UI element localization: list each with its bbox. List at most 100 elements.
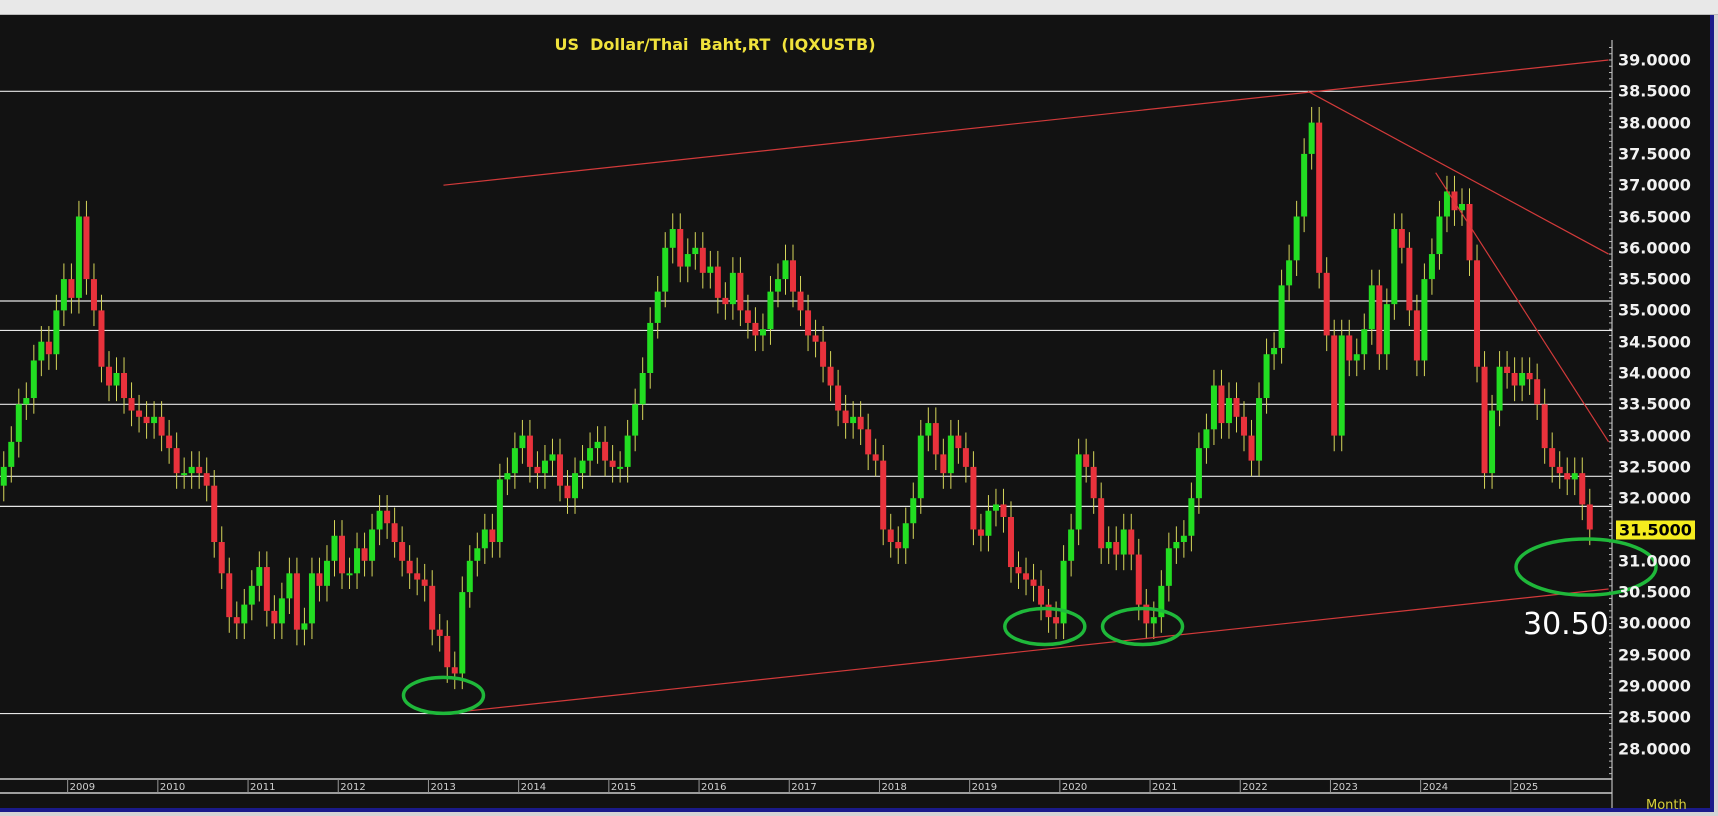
candle-body — [790, 260, 797, 292]
date-tick-label: 2024 — [1422, 782, 1449, 793]
candle-body — [947, 435, 954, 474]
window-top-bar — [0, 0, 1718, 15]
candle-body — [136, 410, 143, 417]
candle-body — [1203, 429, 1210, 449]
candle-body — [369, 529, 376, 561]
candle-body — [151, 416, 158, 424]
candle-body — [1549, 448, 1556, 467]
candle-body — [121, 373, 128, 399]
price-tick-label: 33.5000 — [1618, 394, 1691, 414]
date-tick-label: 2023 — [1332, 782, 1358, 793]
candle-body — [429, 585, 436, 630]
candlestick-chart[interactable] — [0, 15, 1710, 808]
candle-body — [1105, 542, 1112, 549]
date-tick-label: 2017 — [791, 782, 817, 793]
date-tick-label: 2012 — [340, 782, 366, 793]
candle-body — [820, 341, 827, 367]
price-tick-label: 34.5000 — [1618, 332, 1691, 352]
candle-body — [1323, 272, 1330, 336]
candle-body — [166, 435, 173, 449]
candle-body — [181, 473, 188, 476]
candle-body — [902, 523, 909, 549]
period-label[interactable]: Month — [1646, 798, 1687, 813]
candle-body — [1045, 604, 1052, 618]
candle-body — [827, 366, 834, 386]
candle-body — [602, 441, 609, 461]
candle-body — [880, 460, 887, 530]
candle-body — [1466, 203, 1473, 261]
candle-body — [1308, 122, 1315, 154]
date-tick-label: 2022 — [1242, 782, 1268, 793]
highlight-circle — [401, 675, 486, 716]
trend-line — [443, 588, 1609, 715]
candle-body — [617, 466, 624, 469]
chart-title: US Dollar/Thai Baht,RT (IQXUSTB) — [554, 35, 876, 54]
candle-body — [481, 529, 488, 549]
candle-body — [1376, 285, 1383, 355]
candle-body — [940, 454, 947, 474]
candle-body — [632, 404, 639, 436]
candle-body — [669, 229, 676, 248]
candle-body — [173, 448, 180, 474]
candle-body — [293, 573, 300, 630]
candle-body — [684, 254, 691, 267]
price-tick-label: 35.5000 — [1618, 269, 1691, 289]
candle-body — [1338, 335, 1345, 436]
candle-body — [248, 585, 255, 605]
price-tick-label: 38.0000 — [1618, 113, 1691, 133]
candle-body — [1421, 279, 1428, 361]
candle-body — [233, 617, 240, 624]
candle-body — [158, 416, 165, 436]
date-tick-label: 2011 — [250, 782, 276, 793]
candle-body — [1504, 366, 1511, 373]
candle-body — [707, 266, 714, 273]
candle-body — [68, 279, 75, 298]
candle-body — [511, 448, 518, 474]
candle-body — [1248, 435, 1255, 461]
highlight-circle — [1003, 606, 1087, 647]
candle-body — [895, 542, 902, 549]
candle-body — [970, 466, 977, 530]
candle-body — [1586, 504, 1593, 530]
candle-body — [925, 423, 932, 436]
candle-body — [196, 466, 203, 474]
candle-body — [1158, 585, 1165, 618]
candle-body — [1023, 573, 1030, 580]
candle-body — [203, 473, 210, 486]
candle-body — [15, 404, 22, 442]
candle-body — [1458, 203, 1465, 211]
candle-body — [729, 272, 736, 305]
candle-body — [872, 454, 879, 461]
candle-body — [850, 416, 857, 424]
price-tick-label: 29.0000 — [1618, 676, 1691, 696]
candle-body — [962, 448, 969, 467]
trend-line — [1307, 90, 1609, 255]
price-tick-label: 32.0000 — [1618, 488, 1691, 508]
candle-body — [594, 441, 601, 449]
price-tick-label: 35.0000 — [1618, 300, 1691, 320]
candle-body — [466, 560, 473, 593]
candle-body — [8, 441, 15, 467]
price-tick-label: 29.5000 — [1618, 645, 1691, 665]
candle-body — [1316, 122, 1323, 273]
date-tick-label: 2014 — [520, 782, 547, 793]
candle-body — [0, 466, 7, 486]
candle-body — [977, 529, 984, 536]
date-tick-label: 2025 — [1512, 782, 1539, 793]
candle-body — [692, 247, 699, 255]
candle-body — [23, 398, 30, 405]
candle-body — [278, 598, 285, 624]
price-tick-label: 37.0000 — [1618, 175, 1691, 195]
candle-body — [496, 479, 503, 543]
candle-body — [489, 529, 496, 543]
candle-body — [1346, 335, 1353, 361]
price-tick-label: 28.5000 — [1618, 707, 1691, 727]
candle-body — [1135, 554, 1142, 605]
candle-body — [241, 604, 248, 624]
candle-body — [1143, 604, 1150, 624]
candle-body — [654, 291, 661, 323]
candle-body — [53, 310, 60, 355]
candle-body — [955, 435, 962, 449]
candle-body — [917, 435, 924, 499]
candle-body — [1195, 448, 1202, 499]
